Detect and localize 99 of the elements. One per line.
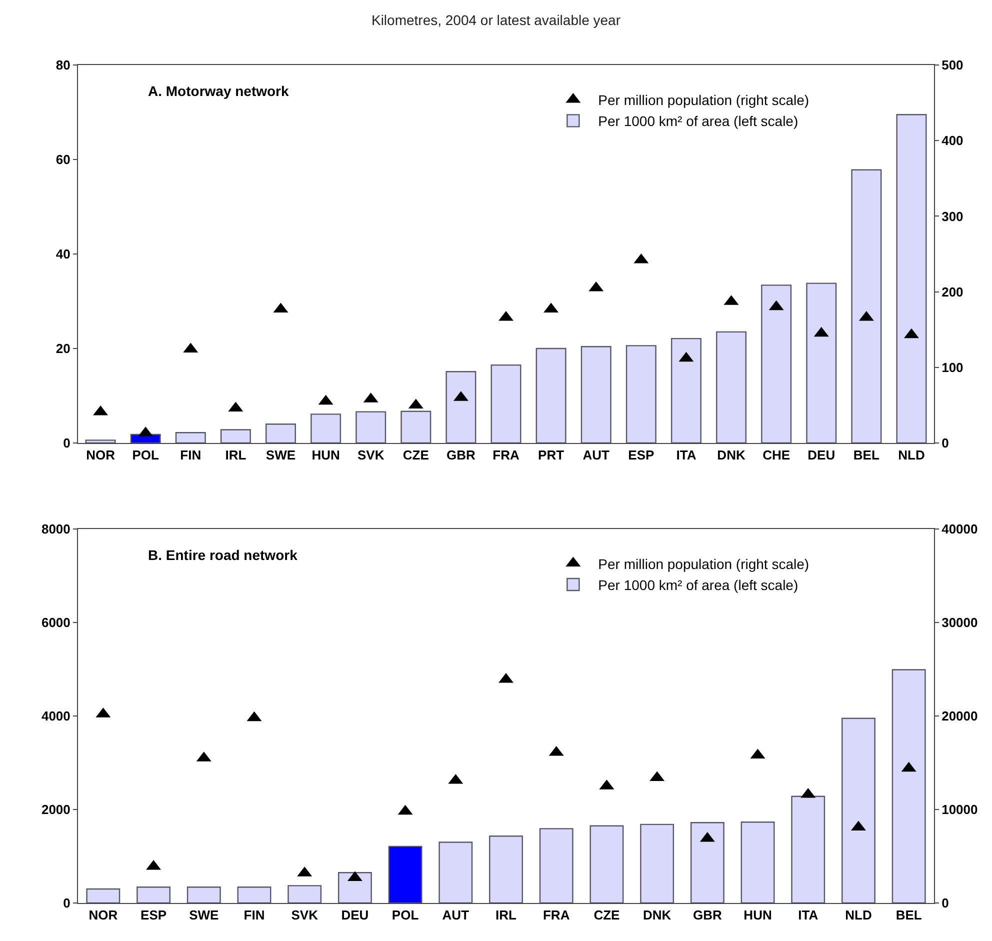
y2-tick-label: 400 (942, 133, 964, 148)
x-tick-label: ESP (628, 448, 654, 463)
y-tick-label: 4000 (41, 708, 70, 724)
legend-label: Per million population (right scale) (598, 92, 810, 108)
bar (288, 885, 322, 903)
y2-tick-label: 30000 (942, 615, 978, 630)
bar (310, 414, 342, 443)
bar (186, 886, 221, 903)
y2-tick-label: 100 (942, 360, 964, 375)
x-tick-label: HUN (744, 908, 772, 923)
x-tick-label: CZE (402, 448, 430, 463)
x-tick-label: IRL (496, 908, 517, 923)
y-tick-label: 8000 (41, 522, 70, 537)
x-tick-label: NOR (86, 448, 116, 463)
bar (237, 886, 272, 903)
bar (670, 338, 702, 443)
bar (388, 846, 422, 903)
x-tick-label: ITA (676, 448, 697, 463)
x-tick-label: NOR (88, 908, 118, 923)
bar (265, 424, 296, 443)
x-tick-label: POL (392, 908, 419, 923)
text: A. Motorway network (148, 83, 290, 99)
y2-tick-label: 0 (942, 436, 949, 451)
y2-tick-label: 40000 (942, 522, 978, 537)
bar (489, 836, 523, 903)
x-tick-label: NLD (845, 908, 872, 923)
y-tick-label: 0 (63, 896, 70, 911)
x-tick-label: AUT (442, 908, 470, 923)
y-tick-label: 2000 (41, 802, 70, 818)
bar (716, 331, 747, 443)
bar (806, 282, 837, 443)
x-tick-label: BEL (896, 908, 922, 923)
x-tick-label: POL (132, 448, 159, 463)
y-tick-label: 0 (63, 436, 70, 451)
x-tick-label: NLD (898, 448, 925, 463)
x-tick-label: ESP (140, 908, 167, 923)
bar (640, 824, 674, 903)
y2-tick-label: 20000 (942, 708, 978, 724)
y2-tick-label: 0 (942, 896, 949, 911)
y2-tick-label: 500 (942, 58, 964, 73)
y-tick-label: 60 (56, 152, 70, 168)
x-tick-label: PRT (538, 448, 564, 463)
x-tick-label: ITA (798, 908, 819, 923)
bar (446, 371, 476, 443)
x-tick-label: CZE (594, 908, 620, 923)
x-tick-label: SVK (291, 908, 319, 923)
legend-label: Per 1000 km² of area (left scale) (598, 576, 798, 593)
y-tick-label: 80 (56, 58, 70, 73)
x-tick-label: BEL (853, 448, 880, 463)
x-tick-label: IRL (225, 448, 246, 463)
bar (740, 822, 775, 903)
bar (791, 796, 826, 903)
bar (175, 432, 206, 443)
bar (356, 411, 386, 443)
chart-subtitle: Kilometres, 2004 or latest available year (370, 11, 622, 30)
x-tick-label: FRA (542, 908, 570, 923)
bar (590, 825, 624, 903)
bar (536, 348, 566, 443)
x-tick-label: AUT (582, 448, 610, 463)
x-tick-label: DEU (808, 448, 836, 463)
bar (490, 364, 522, 443)
x-tick-label: HUN (312, 448, 340, 463)
x-tick-label: SWE (189, 908, 220, 923)
x-tick-label: FIN (180, 448, 202, 463)
x-tick-label: FRA (492, 448, 520, 463)
x-tick-label: CHE (762, 448, 790, 463)
y-tick-label: 20 (56, 341, 70, 356)
bar (85, 440, 116, 443)
bar (580, 346, 612, 443)
bar (539, 828, 574, 903)
legend-label: Per 1000 km² of area (left scale) (598, 113, 798, 130)
bar (690, 822, 724, 903)
x-tick-label: SWE (266, 448, 296, 463)
bar (220, 429, 251, 443)
bar (896, 114, 927, 443)
y2-tick-label: 10000 (942, 802, 978, 818)
x-tick-label: GBR (446, 448, 476, 463)
bar (136, 886, 170, 903)
legend-label: Per million population (right scale) (598, 556, 810, 572)
bar (626, 345, 656, 443)
bar (851, 169, 882, 443)
bar (338, 872, 372, 903)
bar (400, 410, 432, 443)
y2-tick-label: 200 (942, 284, 964, 300)
x-tick-label: DNK (717, 448, 746, 463)
x-tick-label: FIN (244, 908, 265, 923)
y-tick-label: 6000 (41, 615, 70, 630)
x-tick-label: DNK (642, 908, 672, 923)
bar (86, 888, 120, 903)
y-tick-label: 40 (56, 246, 70, 262)
bar (761, 284, 792, 443)
x-tick-label: GBR (692, 908, 722, 923)
y2-tick-label: 300 (942, 208, 964, 224)
x-tick-label: DEU (341, 908, 369, 923)
text: B. Entire road network (148, 547, 298, 563)
bar (842, 718, 876, 903)
bar (892, 669, 926, 903)
bar (438, 842, 473, 903)
x-tick-label: SVK (357, 448, 385, 463)
